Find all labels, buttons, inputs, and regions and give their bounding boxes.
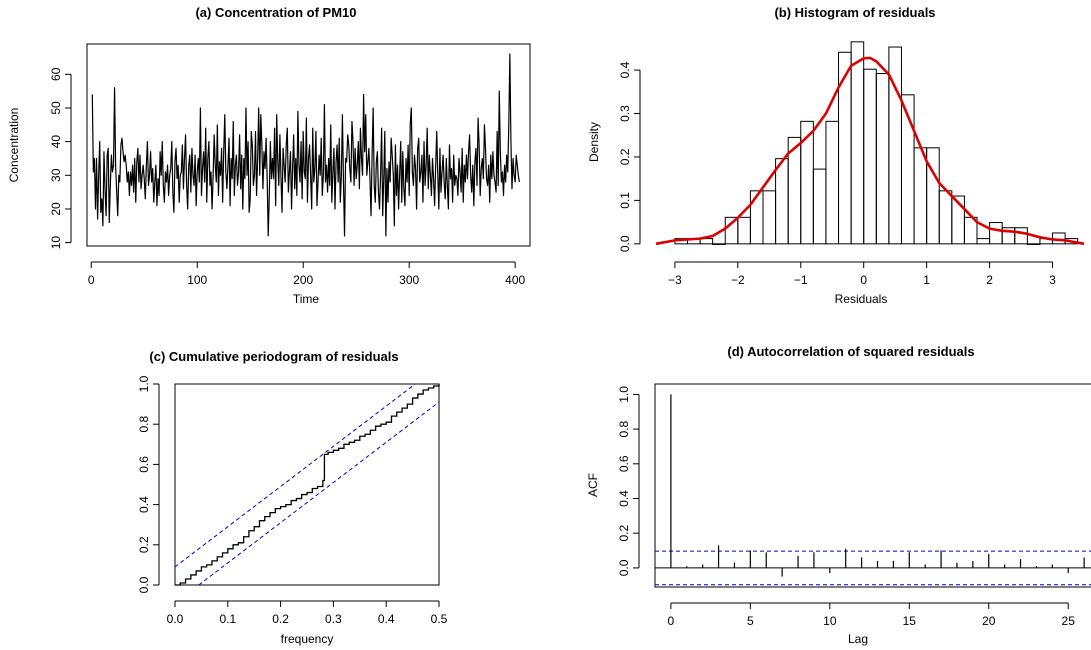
- cumulative-periodogram-line: [175, 384, 440, 586]
- x-tick-label: −3: [668, 273, 682, 287]
- x-tick-label: 2: [986, 273, 993, 287]
- upper-confidence-band: [174, 383, 416, 568]
- panel-c-plot-box: [174, 383, 440, 586]
- density-curve: [655, 56, 1085, 246]
- y-tick-label: 30: [49, 168, 63, 182]
- y-tick-label: 0.1: [618, 192, 632, 209]
- histogram-bar: [737, 216, 751, 245]
- y-tick-label: 0.2: [617, 525, 631, 542]
- panel-a-ylabel: Concentration: [7, 108, 21, 183]
- x-tick-label: 20: [982, 614, 996, 628]
- histogram-bar: [875, 73, 890, 245]
- panel-c-title: (c) Cumulative periodogram of residuals: [149, 349, 398, 364]
- y-tick-label: 1.0: [617, 386, 631, 403]
- x-tick-label: 3: [1049, 273, 1056, 287]
- histogram-bar: [1014, 227, 1028, 245]
- y-tick-label: 0.8: [137, 416, 151, 433]
- histogram-bar: [913, 147, 928, 245]
- y-tick-label: 0.0: [617, 559, 631, 576]
- panel-a-xlabel: Time: [293, 292, 320, 306]
- histogram-bar: [989, 222, 1003, 245]
- y-tick-label: 0.0: [618, 235, 632, 252]
- y-tick-label: 0.4: [137, 496, 151, 513]
- y-tick-label: 0.4: [617, 490, 631, 507]
- x-tick-label: 0.1: [219, 612, 236, 626]
- x-tick-label: 0.0: [167, 612, 184, 626]
- panel-histogram: (b) Histogram of residuals −3 −2 −1 0 1 2 3 0.…: [587, 5, 1085, 306]
- panel-c-xlabel: frequency: [281, 632, 334, 646]
- y-tick-label: 0.6: [137, 456, 151, 473]
- histogram-bar: [762, 190, 777, 245]
- x-tick-label: 0: [88, 273, 95, 287]
- y-tick-label: 40: [49, 135, 63, 149]
- panel-b-title: (b) Histogram of residuals: [774, 5, 935, 20]
- panel-cumulative-periodogram: (c) Cumulative periodogram of residuals …: [137, 349, 448, 646]
- histogram-bar: [724, 216, 739, 245]
- x-tick-label: 100: [187, 273, 207, 287]
- x-tick-label: 200: [293, 273, 313, 287]
- x-tick-label: 25: [1062, 614, 1076, 628]
- y-tick-label: 0.0: [137, 576, 151, 593]
- x-tick-label: 400: [505, 273, 525, 287]
- panel-b-xlabel: Residuals: [835, 292, 888, 306]
- x-tick-label: 0.4: [378, 612, 395, 626]
- panel-d-plot-box: [654, 383, 1091, 588]
- x-tick-label: 0: [668, 614, 675, 628]
- histogram-bar: [976, 238, 991, 245]
- panel-a-plot-box: [86, 43, 531, 247]
- x-tick-label: 0.2: [272, 612, 289, 626]
- histogram-bar: [863, 68, 877, 245]
- series-line: [91, 53, 520, 237]
- y-tick-label: 0.6: [617, 455, 631, 472]
- x-tick-label: 300: [399, 273, 419, 287]
- y-tick-label: 60: [49, 67, 63, 81]
- x-tick-label: 5: [747, 614, 754, 628]
- panel-d-xlabel: Lag: [848, 632, 868, 646]
- y-tick-label: 20: [49, 202, 63, 216]
- histogram-bar: [850, 41, 865, 245]
- x-tick-label: −1: [794, 273, 808, 287]
- histogram-bar: [1026, 243, 1041, 245]
- histogram-bar: [749, 190, 764, 245]
- panel-d-ylabel: ACF: [586, 473, 600, 497]
- panel-concentration: (a) Concentration of PM10 0 100 200 300 400 …: [7, 5, 531, 306]
- y-tick-label: 10: [49, 236, 63, 250]
- x-tick-label: 0.3: [325, 612, 342, 626]
- y-tick-label: 1.0: [137, 375, 151, 392]
- x-tick-label: 10: [823, 614, 837, 628]
- histogram-bar: [938, 190, 953, 245]
- y-tick-label: 0.3: [618, 105, 632, 122]
- x-tick-label: −2: [731, 273, 745, 287]
- y-tick-label: 0.2: [618, 148, 632, 165]
- panel-acf: (d) Autocorrelation of squared residuals…: [586, 344, 1091, 646]
- histogram-bar: [712, 243, 726, 245]
- x-tick-label: 1: [923, 273, 930, 287]
- histogram-bar: [812, 168, 827, 245]
- panel-b-ylabel: Density: [587, 122, 601, 162]
- histogram-bar: [775, 158, 789, 245]
- x-tick-label: 0: [860, 273, 867, 287]
- y-tick-label: 0.2: [137, 536, 151, 553]
- x-tick-label: 0.5: [431, 612, 448, 626]
- panel-d-title: (d) Autocorrelation of squared residuals: [727, 344, 974, 359]
- histogram-bar: [838, 51, 852, 245]
- y-tick-label: 0.4: [618, 61, 632, 78]
- panel-a-title: (a) Concentration of PM10: [195, 5, 356, 20]
- lower-confidence-band: [198, 401, 440, 586]
- y-tick-label: 50: [49, 101, 63, 115]
- histogram-bar: [825, 120, 840, 245]
- x-tick-label: 15: [903, 614, 917, 628]
- y-tick-label: 0.8: [617, 420, 631, 437]
